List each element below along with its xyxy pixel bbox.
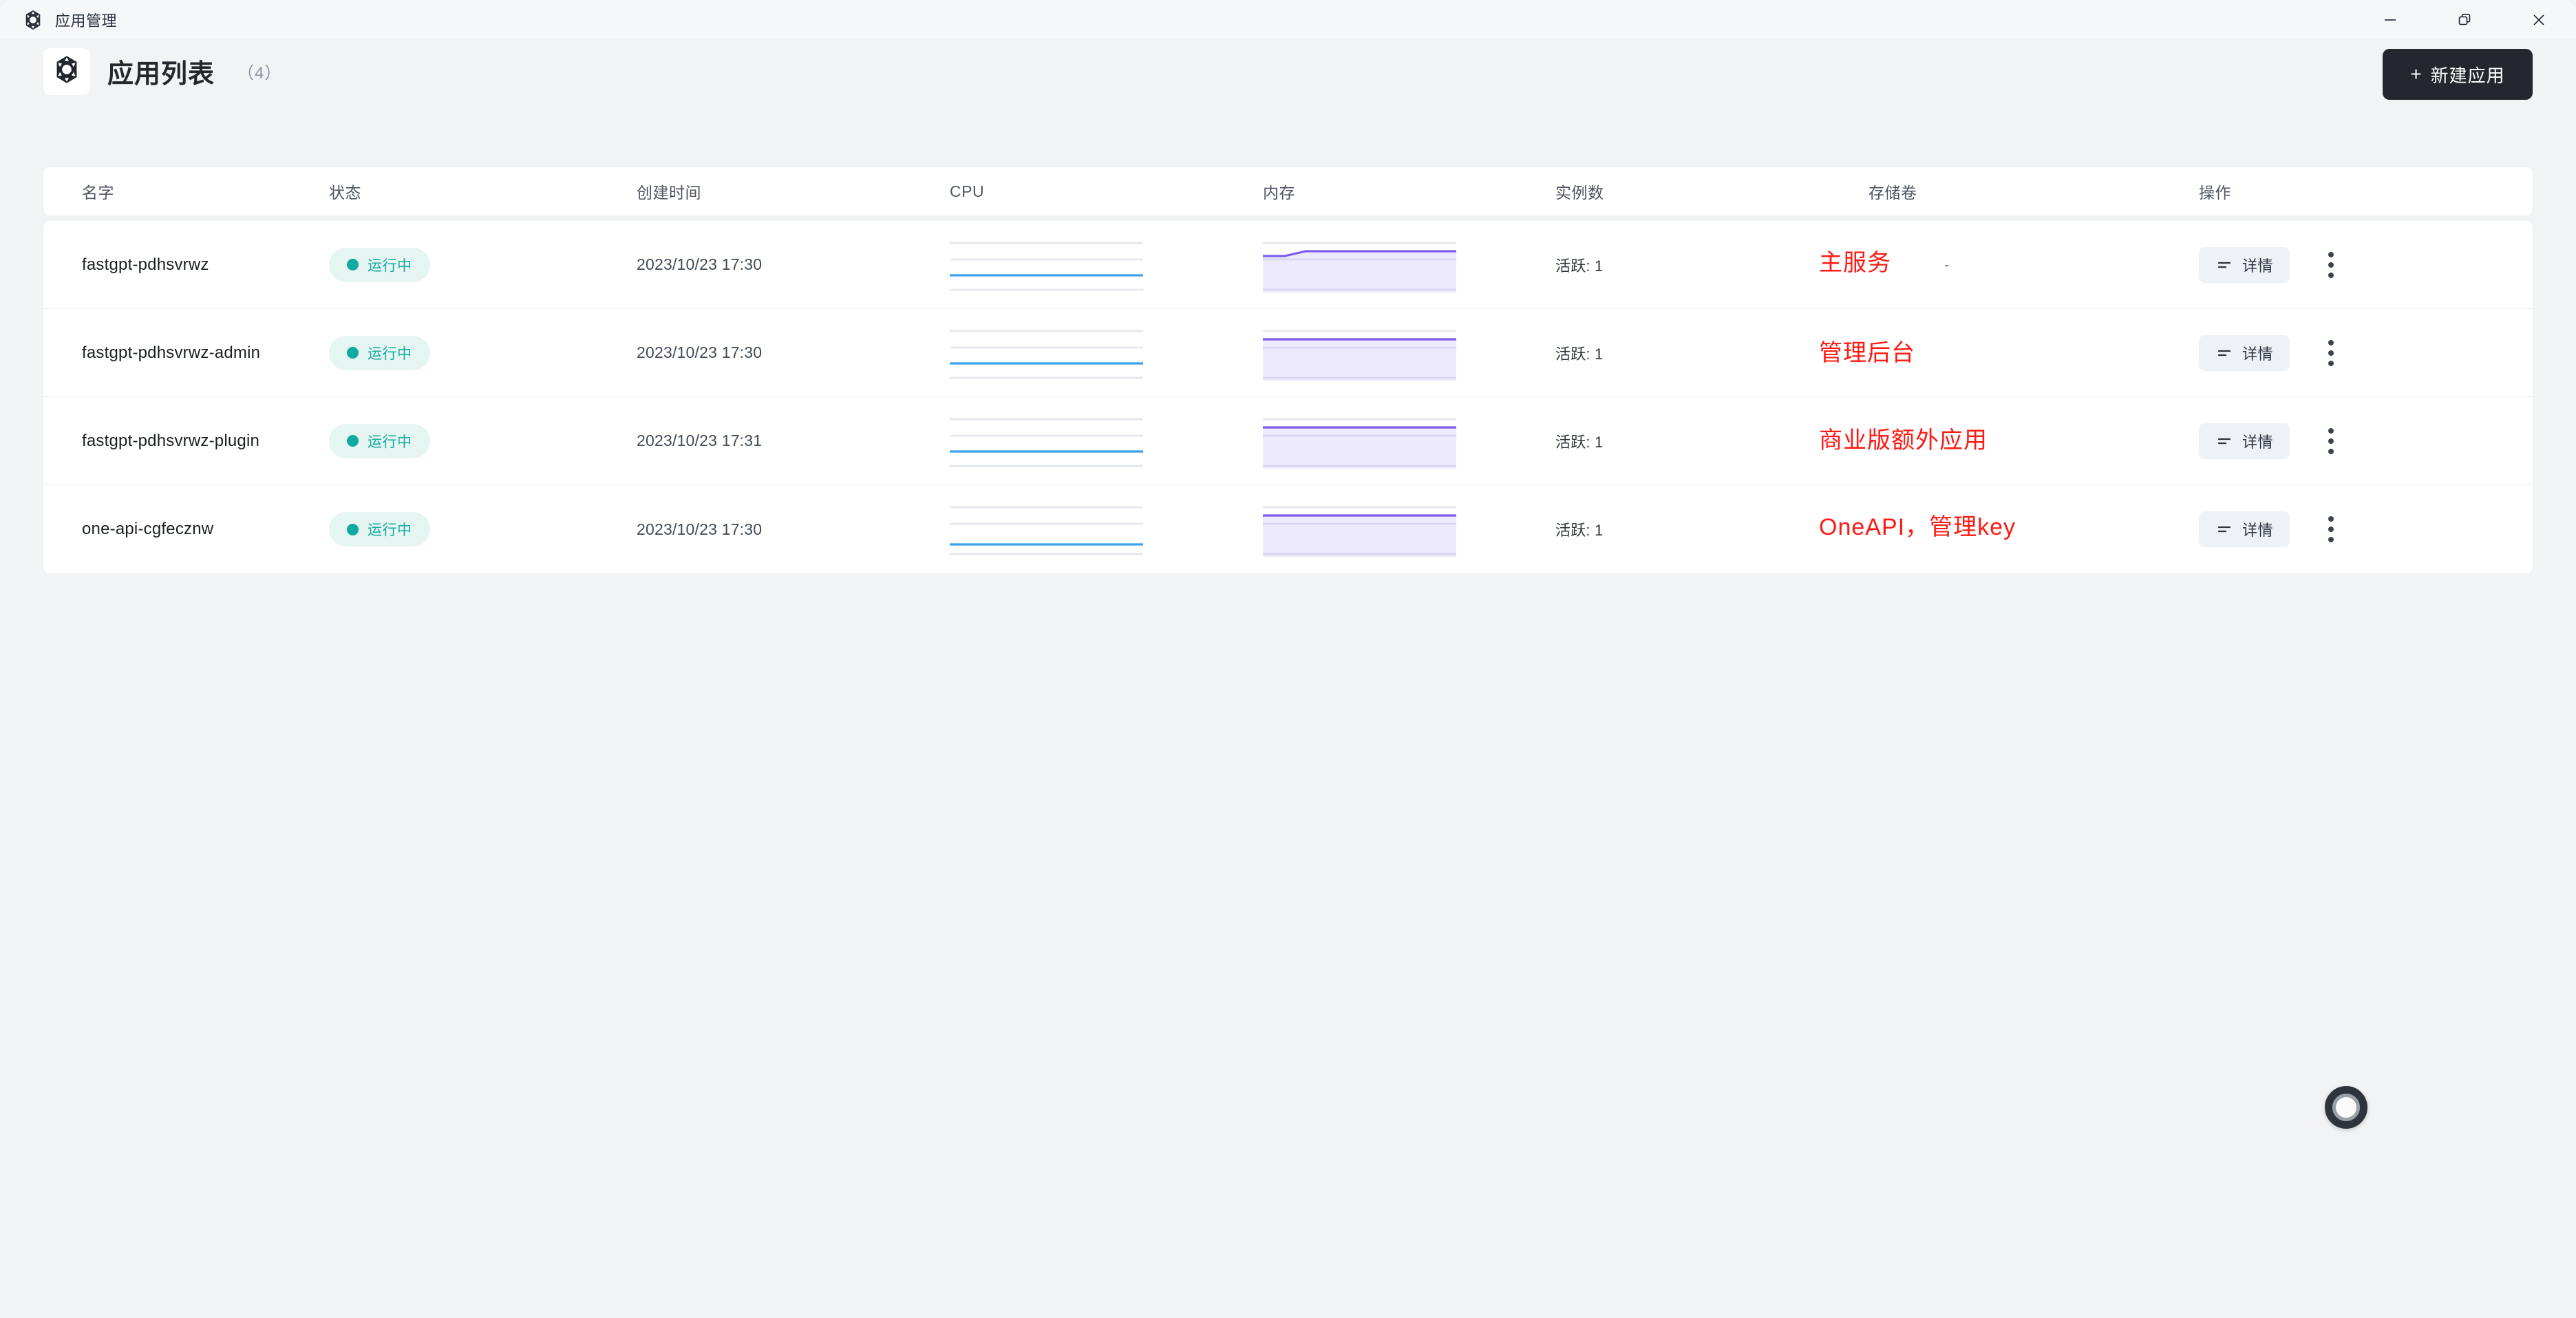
- table-row[interactable]: fastgpt-pdhsvrwz-plugin 运行中 2023/10/23 17:…: [43, 397, 2533, 485]
- column-header-cpu: CPU: [950, 182, 985, 200]
- detail-button[interactable]: 详情: [2199, 423, 2290, 459]
- titlebar-identity: 应用管理: [0, 9, 117, 31]
- table-row[interactable]: one-api-cgfecznw 运行中 2023/10/23 17:30 活跃: 1…: [43, 485, 2533, 573]
- status-badge: 运行中: [329, 247, 430, 282]
- list-lines-icon: [2215, 432, 2233, 450]
- window-title: 应用管理: [55, 12, 118, 30]
- status-label: 运行中: [368, 257, 412, 274]
- cell-status: 运行中: [329, 247, 637, 282]
- cell-status: 运行中: [329, 423, 637, 458]
- new-app-button-label: 新建应用: [2430, 65, 2505, 86]
- kebab-menu-icon[interactable]: [2314, 511, 2348, 547]
- cell-memory-sparkline: [1263, 414, 1555, 469]
- cell-app-name: one-api-cgfecznw: [82, 520, 214, 538]
- status-dot-icon: [347, 259, 359, 270]
- cell-storage: -: [1869, 343, 1874, 361]
- status-badge: 运行中: [329, 423, 430, 458]
- cell-actions: 详情: [2199, 246, 2533, 283]
- status-badge: 运行中: [329, 335, 430, 370]
- status-label: 运行中: [368, 522, 412, 538]
- window-controls: [2353, 0, 2576, 39]
- cell-storage: -: [1944, 255, 1950, 273]
- cell-memory-sparkline: [1263, 237, 1555, 293]
- table-row[interactable]: fastgpt-pdhsvrwz-admin 运行中 2023/10/23 17:3…: [43, 309, 2533, 397]
- cell-memory-sparkline: [1263, 326, 1555, 381]
- cell-instances: 活跃: 1: [1555, 345, 1604, 363]
- cell-created-time: 2023/10/23 17:30: [637, 520, 763, 538]
- cell-instances: 活跃: 1: [1555, 522, 1604, 539]
- app-logo-tile: [43, 47, 90, 95]
- column-header-actions: 操作: [2199, 184, 2231, 202]
- cell-app-name: fastgpt-pdhsvrwz: [82, 255, 209, 274]
- table-body: fastgpt-pdhsvrwz 运行中 2023/10/23 17:30 活跃: 1…: [43, 221, 2533, 573]
- cell-storage: -: [1869, 520, 1874, 538]
- sealos-gem-icon: [52, 55, 81, 87]
- page-header-left: 应用列表 （4）: [0, 47, 282, 95]
- detail-button-label: 详情: [2242, 522, 2274, 539]
- detail-button[interactable]: 详情: [2199, 511, 2290, 547]
- click-indicator-ring: [2325, 1086, 2367, 1129]
- column-header-instances: 实例数: [1555, 184, 1604, 202]
- column-header-memory: 内存: [1263, 184, 1295, 202]
- app-count: （4）: [237, 64, 282, 83]
- cell-app-name: fastgpt-pdhsvrwz-plugin: [82, 431, 260, 450]
- cell-actions: 详情: [2199, 511, 2533, 547]
- cell-memory-sparkline: [1263, 502, 1555, 557]
- status-label: 运行中: [368, 434, 412, 450]
- list-lines-icon: [2215, 344, 2233, 362]
- column-header-name: 名字: [82, 184, 114, 202]
- cell-instances: 活跃: 1: [1555, 257, 1604, 275]
- page-header: 应用列表 （4） + 新建应用: [0, 39, 2576, 103]
- plus-icon: +: [2410, 63, 2423, 85]
- detail-button-label: 详情: [2242, 345, 2274, 363]
- new-app-button[interactable]: + 新建应用: [2383, 49, 2533, 100]
- detail-button-label: 详情: [2242, 433, 2274, 451]
- table-row[interactable]: fastgpt-pdhsvrwz 运行中 2023/10/23 17:30 活跃: 1…: [43, 221, 2533, 309]
- cell-cpu-sparkline: [950, 414, 1263, 469]
- cell-cpu-sparkline: [950, 502, 1263, 557]
- minimize-icon[interactable]: [2353, 0, 2427, 39]
- detail-button-label: 详情: [2242, 257, 2274, 275]
- sealos-gem-icon: [23, 10, 43, 30]
- window-titlebar: 应用管理: [0, 0, 2576, 39]
- cell-app-name: fastgpt-pdhsvrwz-admin: [82, 343, 261, 362]
- close-icon[interactable]: [2502, 0, 2576, 39]
- list-lines-icon: [2215, 256, 2233, 274]
- restore-icon[interactable]: [2427, 0, 2502, 39]
- table-header-row: 名字 状态 创建时间 CPU 内存 实例数 存储卷 操作: [43, 167, 2533, 215]
- kebab-menu-icon[interactable]: [2314, 423, 2348, 459]
- cell-cpu-sparkline: [950, 326, 1263, 381]
- cell-status: 运行中: [329, 512, 637, 546]
- cell-status: 运行中: [329, 335, 637, 370]
- detail-button[interactable]: 详情: [2199, 334, 2290, 371]
- kebab-menu-icon[interactable]: [2314, 335, 2348, 371]
- list-lines-icon: [2215, 520, 2233, 538]
- cell-actions: 详情: [2199, 423, 2533, 459]
- page-title: 应用列表: [107, 60, 215, 89]
- cell-created-time: 2023/10/23 17:30: [637, 343, 763, 361]
- cell-cpu-sparkline: [950, 237, 1263, 293]
- status-dot-icon: [347, 435, 359, 447]
- app-table: 名字 状态 创建时间 CPU 内存 实例数 存储卷 操作 fastgpt-pdh…: [43, 167, 2533, 573]
- status-dot-icon: [347, 523, 359, 535]
- cell-instances: 活跃: 1: [1555, 433, 1604, 451]
- status-label: 运行中: [368, 346, 412, 362]
- cell-actions: 详情: [2199, 334, 2533, 371]
- column-header-storage: 存储卷: [1869, 184, 1917, 202]
- cell-created-time: 2023/10/23 17:30: [637, 255, 763, 273]
- detail-button[interactable]: 详情: [2199, 246, 2290, 283]
- status-badge: 运行中: [329, 512, 430, 546]
- status-dot-icon: [347, 347, 359, 359]
- kebab-menu-icon[interactable]: [2314, 247, 2348, 283]
- cell-created-time: 2023/10/23 17:31: [637, 432, 763, 449]
- column-header-status: 状态: [329, 184, 361, 202]
- cell-storage: -: [1869, 432, 1874, 449]
- column-header-created: 创建时间: [637, 184, 701, 202]
